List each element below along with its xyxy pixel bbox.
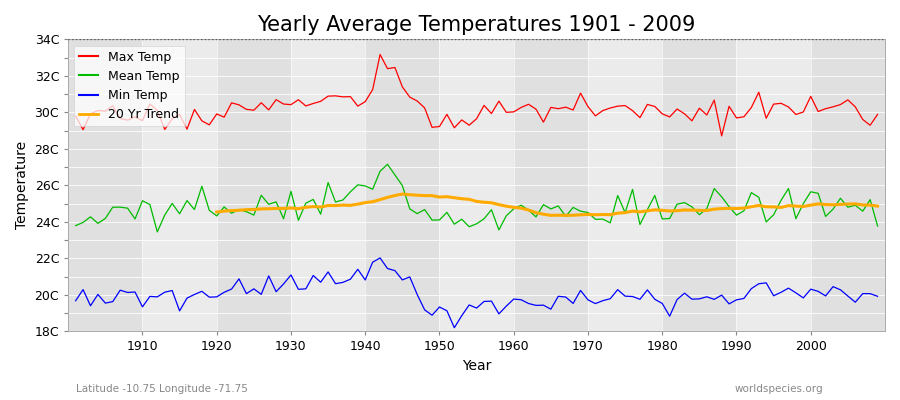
Bar <box>662 39 736 332</box>
Text: Latitude -10.75 Longitude -71.75: Latitude -10.75 Longitude -71.75 <box>76 384 248 394</box>
Bar <box>68 39 142 332</box>
Y-axis label: Temperature: Temperature <box>15 141 29 230</box>
Bar <box>885 39 900 332</box>
Bar <box>217 39 291 332</box>
Bar <box>811 39 885 332</box>
Text: worldspecies.org: worldspecies.org <box>735 384 824 394</box>
Bar <box>365 39 439 332</box>
X-axis label: Year: Year <box>462 359 491 373</box>
Legend: Max Temp, Mean Temp, Min Temp, 20 Yr Trend: Max Temp, Mean Temp, Min Temp, 20 Yr Tre… <box>75 46 184 126</box>
Bar <box>439 39 514 332</box>
Bar <box>142 39 217 332</box>
Bar <box>514 39 588 332</box>
Bar <box>291 39 365 332</box>
Title: Yearly Average Temperatures 1901 - 2009: Yearly Average Temperatures 1901 - 2009 <box>257 15 696 35</box>
Bar <box>588 39 662 332</box>
Bar <box>736 39 811 332</box>
